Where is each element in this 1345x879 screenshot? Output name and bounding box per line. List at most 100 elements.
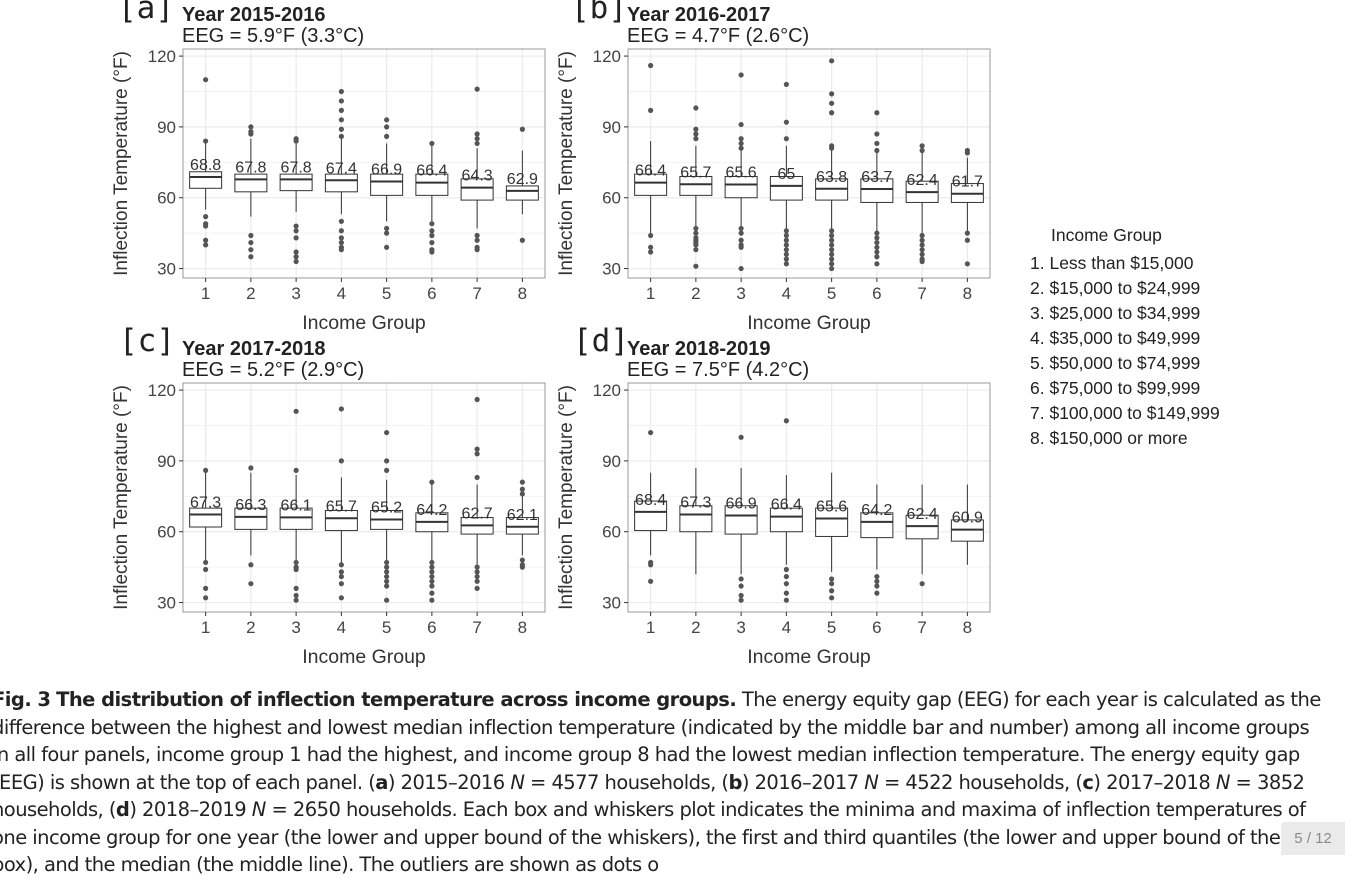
x-tick-label: 6 bbox=[872, 284, 881, 303]
median-label: 62.4 bbox=[907, 172, 938, 189]
outlier-point bbox=[293, 235, 299, 241]
box-plot-8: 60.9 bbox=[950, 484, 984, 565]
outlier-point bbox=[474, 569, 480, 575]
outlier-point bbox=[519, 557, 525, 563]
outlier-point bbox=[203, 223, 209, 229]
box-plot-5: 65.6 bbox=[815, 472, 849, 601]
median-label: 66.3 bbox=[235, 497, 266, 514]
outlier-point bbox=[474, 131, 480, 137]
outlier-point bbox=[248, 562, 254, 568]
box-plot-1: 68.4 bbox=[634, 429, 668, 584]
median-label: 66.4 bbox=[416, 163, 447, 180]
x-tick-label: 2 bbox=[246, 284, 255, 303]
outlier-point bbox=[829, 595, 835, 601]
box bbox=[279, 173, 313, 192]
x-tick-label: 2 bbox=[691, 284, 700, 303]
x-axis-title: Income Group bbox=[747, 646, 871, 668]
x-tick-label: 8 bbox=[963, 284, 972, 303]
outlier-point bbox=[693, 131, 699, 137]
outlier-point bbox=[964, 237, 970, 243]
outlier-point bbox=[338, 218, 344, 224]
outlier-point bbox=[783, 261, 789, 267]
x-tick-label: 4 bbox=[782, 284, 791, 303]
outlier-point bbox=[293, 559, 299, 566]
outlier-point bbox=[829, 100, 835, 106]
median-label: 61.7 bbox=[952, 174, 983, 191]
outlier-point bbox=[429, 239, 435, 246]
outlier-point bbox=[738, 583, 744, 589]
outlier-point bbox=[248, 131, 254, 137]
x-tick-label: 4 bbox=[337, 618, 346, 637]
outlier-point bbox=[474, 396, 480, 403]
box-plot-1: 68.8 bbox=[189, 77, 223, 248]
outlier-point bbox=[874, 578, 880, 584]
outlier-point bbox=[474, 136, 480, 142]
outlier-point bbox=[474, 86, 480, 92]
outlier-point bbox=[829, 228, 835, 234]
outlier-point bbox=[519, 126, 525, 132]
box-plot-4: 66.4 bbox=[769, 418, 803, 603]
panel-title-b: Year 2016-2017 bbox=[627, 4, 771, 26]
outlier-point bbox=[829, 588, 835, 594]
plot-border bbox=[627, 382, 991, 613]
outlier-point bbox=[384, 573, 390, 580]
outlier-point bbox=[474, 446, 480, 452]
x-tick-label: 3 bbox=[736, 284, 745, 303]
y-tick-label: 30 bbox=[602, 260, 621, 279]
outlier-point bbox=[874, 230, 880, 236]
box-plot-5: 63.8 bbox=[815, 58, 849, 272]
outlier-point bbox=[738, 592, 744, 599]
box-plot-2: 67.8 bbox=[234, 124, 268, 260]
outlier-point bbox=[338, 98, 344, 104]
outlier-point bbox=[693, 136, 699, 142]
box-plot-5: 65.2 bbox=[370, 429, 404, 603]
caption-text: ) 2017–2018 bbox=[1093, 770, 1216, 794]
outlier-point bbox=[648, 578, 654, 584]
outlier-point bbox=[783, 237, 789, 243]
x-tick-label: 1 bbox=[201, 618, 210, 637]
outlier-point bbox=[874, 590, 880, 596]
median-label: 60.9 bbox=[952, 510, 983, 527]
outlier-point bbox=[429, 590, 435, 596]
box bbox=[679, 175, 713, 196]
box-plot-3: 65.6 bbox=[724, 72, 758, 272]
outlier-point bbox=[693, 263, 699, 269]
outlier-point bbox=[429, 583, 435, 589]
outlier-point bbox=[829, 232, 835, 239]
box-plot-3: 66.9 bbox=[724, 434, 758, 603]
y-axis-title: Inflection Temperature (°F) bbox=[111, 51, 132, 276]
panel-subtitle-d: EEG = 7.5°F (4.2°C) bbox=[627, 359, 810, 381]
median-label: 65.6 bbox=[816, 499, 847, 516]
outlier-point bbox=[738, 72, 744, 78]
box bbox=[634, 173, 668, 196]
median-label: 66.4 bbox=[635, 163, 666, 180]
outlier-point bbox=[829, 110, 835, 116]
outlier-point bbox=[429, 559, 435, 566]
outlier-point bbox=[293, 467, 299, 473]
x-tick-label: 3 bbox=[736, 618, 745, 637]
box-plot-7: 62.7 bbox=[460, 396, 494, 591]
outlier-point bbox=[293, 585, 299, 591]
outlier-point bbox=[203, 595, 209, 601]
outlier-point bbox=[829, 576, 835, 582]
x-axis-title: Income Group bbox=[747, 312, 871, 334]
outlier-point bbox=[648, 562, 654, 568]
panel-label-d: [d] bbox=[573, 323, 629, 359]
box bbox=[234, 507, 268, 530]
outlier-point bbox=[693, 225, 699, 232]
outlier-point bbox=[384, 564, 390, 570]
panel-subtitle-b: EEG = 4.7°F (2.6°C) bbox=[627, 25, 810, 47]
outlier-point bbox=[648, 232, 654, 239]
plot-border bbox=[182, 382, 546, 613]
outlier-point bbox=[874, 249, 880, 255]
box-plot-6: 64.2 bbox=[860, 484, 894, 596]
outlier-point bbox=[474, 451, 480, 457]
boxplot-chart-a: 68.8 67.8 67.8 67.4 66.9 66.4 64.3 62.930609012… bbox=[111, 48, 546, 334]
outlier-point bbox=[429, 221, 435, 227]
median-label: 67.8 bbox=[281, 159, 312, 176]
median-label: 68.8 bbox=[190, 157, 221, 174]
y-tick-label: 90 bbox=[602, 118, 621, 137]
outlier-point bbox=[338, 117, 344, 123]
box bbox=[724, 175, 758, 199]
x-tick-label: 8 bbox=[963, 618, 972, 637]
